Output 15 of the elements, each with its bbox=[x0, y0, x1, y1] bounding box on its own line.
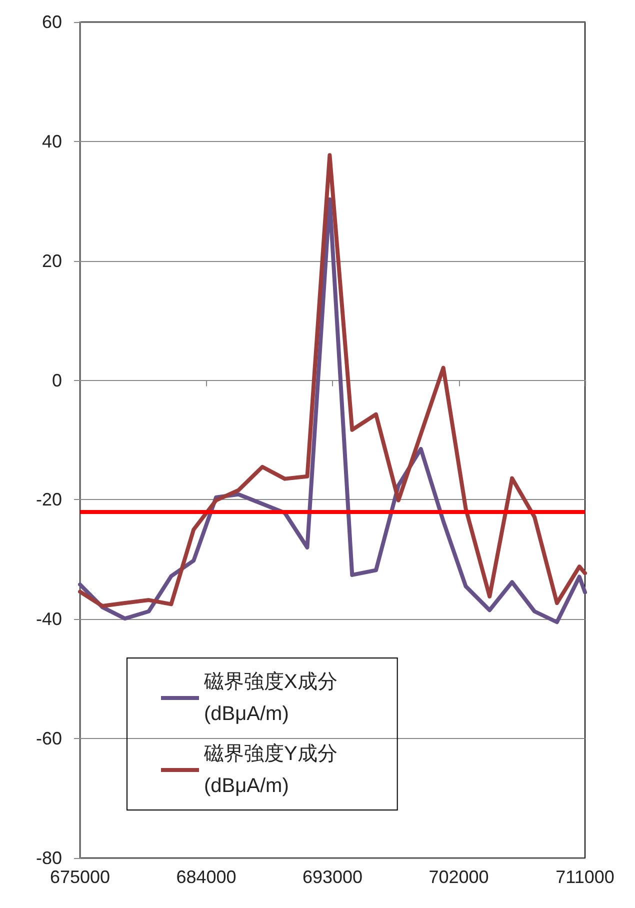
y-tick-label: -60 bbox=[36, 728, 62, 749]
legend-label: 磁界強度X成分 (dBμA/m) bbox=[203, 671, 338, 725]
x-tick-label: 711000 bbox=[556, 867, 614, 887]
y-tick-label: -40 bbox=[36, 609, 62, 630]
x-tick-label: 684000 bbox=[176, 867, 236, 887]
legend-label: 磁界強度Y成分 (dBμA/m) bbox=[203, 743, 338, 797]
x-tick-label: 675000 bbox=[50, 867, 110, 887]
y-tick-label: 40 bbox=[42, 131, 62, 152]
x-tick-label: 693000 bbox=[302, 867, 363, 887]
y-tick-label: 0 bbox=[52, 370, 62, 390]
x-tick-label: 702000 bbox=[428, 867, 489, 887]
y-tick-label: -20 bbox=[36, 490, 62, 510]
y-tick-label: -80 bbox=[36, 848, 62, 868]
y-tick-label: 60 bbox=[42, 12, 62, 32]
y-tick-label: 20 bbox=[42, 250, 62, 271]
